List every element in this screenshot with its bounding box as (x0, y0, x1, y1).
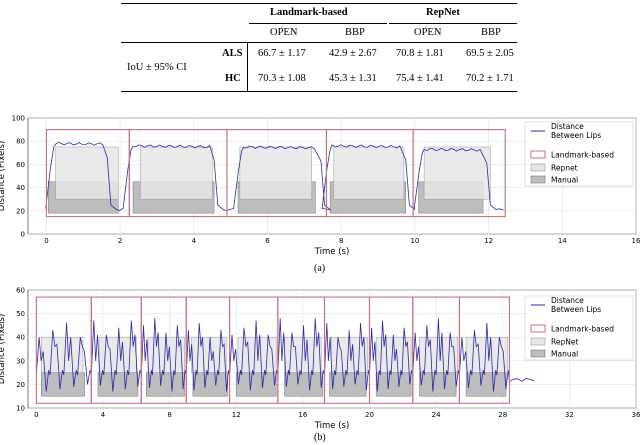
repnet-region (423, 146, 491, 200)
legend-label-manual: Manual (551, 176, 578, 185)
legend-swatch-manual (530, 349, 546, 358)
x-tick-label: 2 (118, 237, 122, 245)
y-tick-label: 60 (16, 161, 25, 169)
manual-region (329, 372, 367, 397)
hc-landmark-bbp: 45.3 ± 1.31 (329, 73, 377, 84)
y-tick-label: 40 (16, 184, 25, 192)
y-tick-label: 20 (16, 207, 25, 215)
als-landmark-bbp: 42.9 ± 2.67 (329, 48, 377, 59)
y-axis-label: Distance (Pixels) (0, 314, 7, 385)
results-table: Landmark-based RepNet OPEN BBP OPEN BBP … (121, 3, 517, 92)
x-tick-label: 0 (44, 237, 48, 245)
repnet-region (140, 146, 213, 200)
row-name-hc: HC (225, 73, 241, 84)
y-axis-label: Distance (Pixels) (0, 141, 7, 212)
manual-region (284, 372, 324, 397)
table-vertical-rule (247, 42, 248, 92)
table-top-rule (121, 3, 517, 4)
y-tick-label: 60 (16, 287, 25, 295)
row-label-iou: IoU ± 95% CI (127, 62, 187, 73)
x-tick-label: 0 (34, 411, 38, 419)
repnet-region (55, 146, 119, 200)
group-header-repnet: RepNet (426, 7, 460, 18)
legend-label-manual: Manual (551, 350, 578, 359)
sub-header-bbp-2: BBP (481, 27, 501, 38)
manual-region (235, 372, 277, 397)
legend-swatch-landmark (530, 324, 546, 333)
als-repnet-bbp: 69.5 ± 2.05 (466, 48, 514, 59)
legend-swatch-repnet (530, 163, 546, 172)
manual-region (419, 372, 457, 397)
x-tick-label: 28 (498, 411, 507, 419)
chart-b-caption: (b) (314, 432, 326, 443)
y-tick-label: 0 (21, 231, 25, 239)
sub-header-bbp-1: BBP (345, 27, 365, 38)
y-tick-label: 30 (16, 357, 25, 365)
legend-label-repnet: Repnet (551, 164, 578, 173)
x-tick-label: 8 (339, 237, 343, 245)
legend-label-landmark: Landmark-based (551, 325, 614, 334)
signal-line (45, 141, 504, 212)
y-tick-label: 10 (16, 405, 25, 413)
legend-swatch-repnet (530, 337, 546, 346)
x-tick-label: 12 (232, 411, 241, 419)
y-tick-label: 50 (16, 310, 25, 318)
repnet-region (333, 146, 405, 200)
row-name-als: ALS (222, 48, 243, 59)
x-tick-label: 12 (484, 237, 493, 245)
group-rule-landmark (249, 23, 387, 24)
x-tick-label: 32 (565, 411, 574, 419)
x-tick-label: 14 (558, 237, 567, 245)
legend-label-landmark: Landmark-based (551, 151, 614, 160)
group-rule-repnet (389, 23, 517, 24)
y-tick-label: 40 (16, 334, 25, 342)
manual-region (97, 372, 139, 397)
als-landmark-open: 66.7 ± 1.17 (258, 48, 306, 59)
x-tick-label: 20 (365, 411, 374, 419)
manual-region (375, 372, 412, 397)
x-axis-label: Time (s) (314, 247, 350, 257)
y-tick-label: 20 (16, 381, 25, 389)
signal-line (35, 318, 535, 392)
landmark-region (458, 296, 510, 404)
x-tick-label: 6 (265, 237, 270, 245)
x-tick-label: 8 (167, 411, 171, 419)
legend-swatch-landmark (530, 150, 546, 159)
x-tick-label: 10 (410, 237, 419, 245)
repnet-region (41, 336, 84, 373)
manual-region (465, 372, 507, 397)
y-tick-label: 80 (16, 138, 25, 146)
table-bottom-rule (121, 91, 517, 92)
sub-header-open-2: OPEN (414, 27, 442, 38)
repnet-region (239, 146, 312, 200)
legend-label-signal-2: Between Lips (551, 305, 601, 314)
x-tick-label: 36 (632, 411, 640, 419)
chart-a-caption: (a) (314, 263, 326, 274)
table-mid-rule (121, 42, 517, 43)
legend-label-signal: Distance (551, 122, 584, 131)
legend-label-repnet: RepNet (551, 338, 578, 347)
hc-repnet-open: 75.4 ± 1.41 (396, 73, 444, 84)
x-axis-label: Time (s) (314, 421, 350, 431)
legend-label-signal: Distance (551, 296, 584, 305)
x-tick-label: 4 (101, 411, 106, 419)
x-tick-label: 16 (298, 411, 307, 419)
x-tick-label: 4 (192, 237, 197, 245)
manual-region (146, 372, 185, 397)
y-tick-label: 100 (12, 115, 25, 123)
legend-swatch-manual (530, 175, 546, 184)
hc-repnet-bbp: 70.2 ± 1.71 (466, 73, 514, 84)
landmark-region (412, 129, 506, 218)
manual-region (192, 372, 229, 397)
x-tick-label: 16 (632, 237, 640, 245)
sub-header-open-1: OPEN (270, 27, 298, 38)
x-tick-label: 24 (432, 411, 441, 419)
hc-landmark-open: 70.3 ± 1.08 (258, 73, 306, 84)
als-repnet-open: 70.8 ± 1.81 (396, 48, 444, 59)
legend-label-signal-2: Between Lips (551, 131, 601, 140)
group-header-landmark: Landmark-based (270, 7, 348, 18)
